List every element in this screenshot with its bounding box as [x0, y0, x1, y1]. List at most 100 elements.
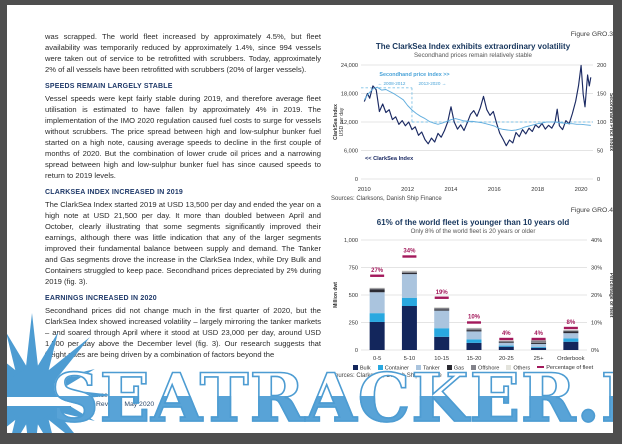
bar-segment-bulk — [401, 306, 417, 350]
pct-marker — [563, 326, 578, 330]
bar-segment-offshore — [563, 330, 579, 332]
bar-segment-offshore — [434, 307, 450, 310]
right-axis-tick-label: 0 — [597, 177, 600, 183]
left-axis-tick-label: 0 — [355, 348, 358, 354]
legend-item-percentage-of-fleet: Percentage of fleet — [537, 365, 593, 371]
right-axis-tick-label: 30% — [591, 266, 602, 272]
x-axis-tick-label: 2010 — [358, 187, 371, 193]
bar-segment-tanker — [498, 342, 514, 346]
bar-segment-bulk — [563, 341, 579, 350]
right-axis-title: Percentage of fleet — [608, 273, 613, 318]
sun-horizon-band — [7, 397, 87, 406]
pct-marker — [499, 337, 514, 341]
left-axis-tick-label: 0 — [355, 177, 358, 183]
x-axis-tick-label: 2012 — [401, 187, 414, 193]
bar-segment-offshore — [498, 340, 514, 343]
document-page: was scrapped. The world fleet increased … — [7, 5, 613, 433]
bar-segment-offshore — [531, 340, 547, 343]
bar-segment-container — [401, 297, 417, 306]
section-heading-earnings: EARNINGS INCREASED IN 2020 — [45, 295, 157, 302]
legend-swatch — [377, 365, 383, 370]
clarksea-index-line — [363, 64, 592, 147]
fleet-age-stacked-bar-chart: 0 0% 250 10% 500 20% 750 30% 1,000 40% 27% 0-5 34% 5-… — [333, 238, 613, 362]
left-axis-tick-label: 18,000 — [341, 92, 358, 98]
pct-label: 27% — [371, 268, 384, 274]
bar-segment-tanker — [369, 292, 385, 314]
category-label: 10-15 — [434, 356, 449, 362]
sun-disc — [7, 369, 58, 421]
footer-report-title: Shipping Market Review - May 2020 — [45, 401, 154, 410]
bar-segment-gas — [466, 330, 482, 332]
legend-item-tanker: Tanker — [415, 365, 440, 372]
legend-swatch — [352, 365, 358, 370]
right-axis-tick-label: 50 — [597, 149, 603, 155]
bar-segment-bulk — [498, 346, 514, 350]
left-axis-tick-label: 24,000 — [341, 63, 358, 69]
bar-segment-container — [563, 338, 579, 342]
left-axis-tick-label: 1,000 — [344, 238, 358, 244]
right-axis-tick-label: 0% — [591, 348, 599, 354]
bar-segment-offshore — [466, 328, 482, 331]
left-axis-title: ClarkSea Index — [333, 104, 339, 140]
section-heading-clarksea: CLARKSEA INDEX INCREASED IN 2019 — [45, 189, 184, 196]
category-label: 5-10 — [404, 356, 416, 362]
bar-segment-others — [466, 327, 482, 329]
left-axis-tick-label: 6,000 — [344, 149, 358, 155]
pct-marker — [402, 255, 417, 258]
bar-segment-gas — [563, 331, 579, 334]
bar-segment-offshore — [401, 271, 417, 273]
bar-segment-others — [401, 270, 417, 272]
right-axis-tick-label: 40% — [591, 238, 602, 244]
paragraph-fleet-scrapped: was scrapped. The world fleet increased … — [45, 32, 321, 74]
left-axis-tick-label: 750 — [349, 266, 358, 272]
paragraph-earnings: Secondhand prices did not change much in… — [45, 306, 321, 359]
legend-item-container: Container — [377, 365, 409, 372]
x-axis-tick-label: 2018 — [531, 187, 544, 193]
clarksea-annotation: << ClarkSea Index — [365, 156, 414, 162]
fleet-age-chart-legend: Bulk Container Tanker Gas Offshore Others Perc… — [331, 365, 613, 372]
bar-segment-bulk — [466, 342, 482, 350]
right-axis-tick-label: 150 — [597, 92, 606, 98]
watermark-sun-icon — [7, 313, 114, 433]
text-column: was scrapped. The world fleet increased … — [45, 31, 321, 366]
x-axis-tick-label: 2020 — [575, 187, 588, 193]
bar-segment-tanker — [563, 333, 579, 339]
paragraph-clarksea: The ClarkSea Index started 2019 at USD 1… — [45, 200, 321, 286]
category-label: Orderbook — [557, 356, 584, 362]
left-axis-title: Million dwt — [333, 282, 339, 308]
figure-label-gro4: Figure GRO.4 — [570, 207, 613, 214]
fleet-age-chart-title: 61% of the world fleet is younger than 1… — [376, 218, 570, 227]
pct-marker — [467, 321, 481, 324]
bar-segment-container — [434, 328, 450, 337]
legend-item-bulk: Bulk — [352, 365, 371, 372]
pct-label: 4% — [502, 331, 511, 337]
bar-segment-bulk — [369, 321, 385, 350]
paragraph-speeds: Vessel speeds were kept fairly stable du… — [45, 94, 321, 180]
figure-label-gro3: Figure GRO.3 — [570, 31, 613, 38]
page-number: 20 — [549, 416, 579, 423]
bar-segment-offshore — [369, 288, 385, 290]
clarksea-chart-title: The ClarkSea Index exhibits extraordinar… — [375, 42, 571, 51]
legend-item-gas: Gas — [446, 365, 464, 372]
legend-swatch — [415, 365, 421, 370]
secondhand-annotation: Secondhand price index >> — [379, 72, 449, 78]
bar-segment-others — [434, 307, 450, 308]
pct-label: 19% — [436, 290, 449, 296]
section-heading-speeds: SPEEDS REMAIN LARGELY STABLE — [45, 83, 173, 90]
pct-label: 8% — [567, 320, 576, 326]
pct-label: 34% — [403, 249, 416, 255]
left-axis-subtitle: USD per day — [339, 107, 345, 136]
watermark-text: SEATRACKER.RU — [50, 364, 613, 432]
range-2008-2012-annotation: ← 2008-2012 — [378, 81, 406, 86]
bar-segment-gas — [401, 272, 417, 275]
right-axis-tick-label: 10% — [591, 321, 602, 327]
bar-segment-others — [369, 287, 385, 289]
legend-item-others: Others — [506, 365, 530, 372]
right-axis-tick-label: 20% — [591, 293, 602, 299]
category-label: 15-20 — [467, 356, 482, 362]
bar-segment-gas — [498, 342, 514, 343]
left-axis-tick-label: 12,000 — [341, 120, 358, 126]
pct-marker — [531, 337, 546, 341]
bar-segment-container — [498, 345, 514, 347]
